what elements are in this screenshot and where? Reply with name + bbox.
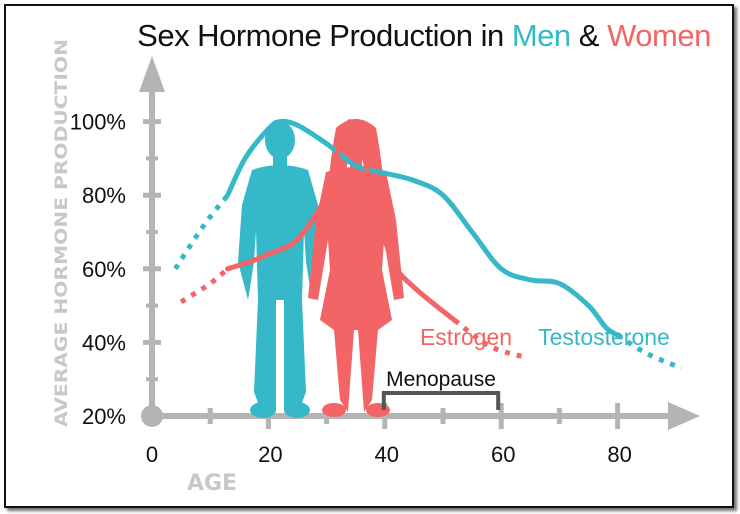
testosterone-line — [225, 118, 621, 338]
x-axis-arrow — [668, 402, 700, 430]
axis-origin — [141, 405, 163, 427]
testosterone-label: Testosterone — [538, 324, 670, 350]
man-silhouette — [238, 121, 322, 418]
series-estrogen — [179, 119, 526, 360]
x-tick-label: 80 — [607, 442, 631, 467]
y-tick-label: 40% — [82, 330, 126, 355]
y-tick-label: 60% — [82, 257, 126, 282]
y-tick-label: 80% — [82, 183, 126, 208]
estrogen-line — [225, 119, 458, 323]
y-axis-arrow — [139, 56, 165, 92]
testosterone-dotted-end — [616, 332, 683, 371]
testosterone-dotted-start — [173, 193, 230, 271]
estrogen-label: Estrogen — [420, 324, 512, 350]
y-tick-label: 100% — [70, 110, 126, 135]
human-figures — [238, 119, 404, 418]
menopause-label: Menopause — [386, 368, 496, 391]
chart-title: Sex Hormone Production in Men & Women — [137, 18, 711, 53]
menopause-bracket — [381, 391, 501, 410]
x-tick-label: 60 — [491, 442, 515, 467]
series-testosterone — [173, 118, 683, 371]
estrogen-dotted-end — [453, 318, 526, 360]
labels-layer: 0 20 40 60 80 20% 40% 60% 80% 100% Testosterone Est… — [70, 110, 670, 467]
y-axis-title: AVERAGE HORMONE PRODUCTION — [52, 39, 72, 427]
x-tick-label: 20 — [258, 442, 282, 467]
title-part-2: & — [571, 18, 607, 53]
title-part-1: Men — [512, 18, 571, 53]
estrogen-dotted-start — [179, 266, 230, 305]
x-tick-label: 40 — [375, 442, 399, 467]
x-axis-title: AGE — [187, 471, 237, 496]
title-part-0: Sex Hormone Production in — [137, 18, 512, 53]
title-part-3: Women — [607, 18, 711, 53]
menopause-annotation: Menopause — [381, 368, 501, 410]
series-layer — [173, 118, 683, 371]
x-tick-label: 0 — [146, 442, 158, 467]
y-tick-label: 20% — [82, 404, 126, 429]
